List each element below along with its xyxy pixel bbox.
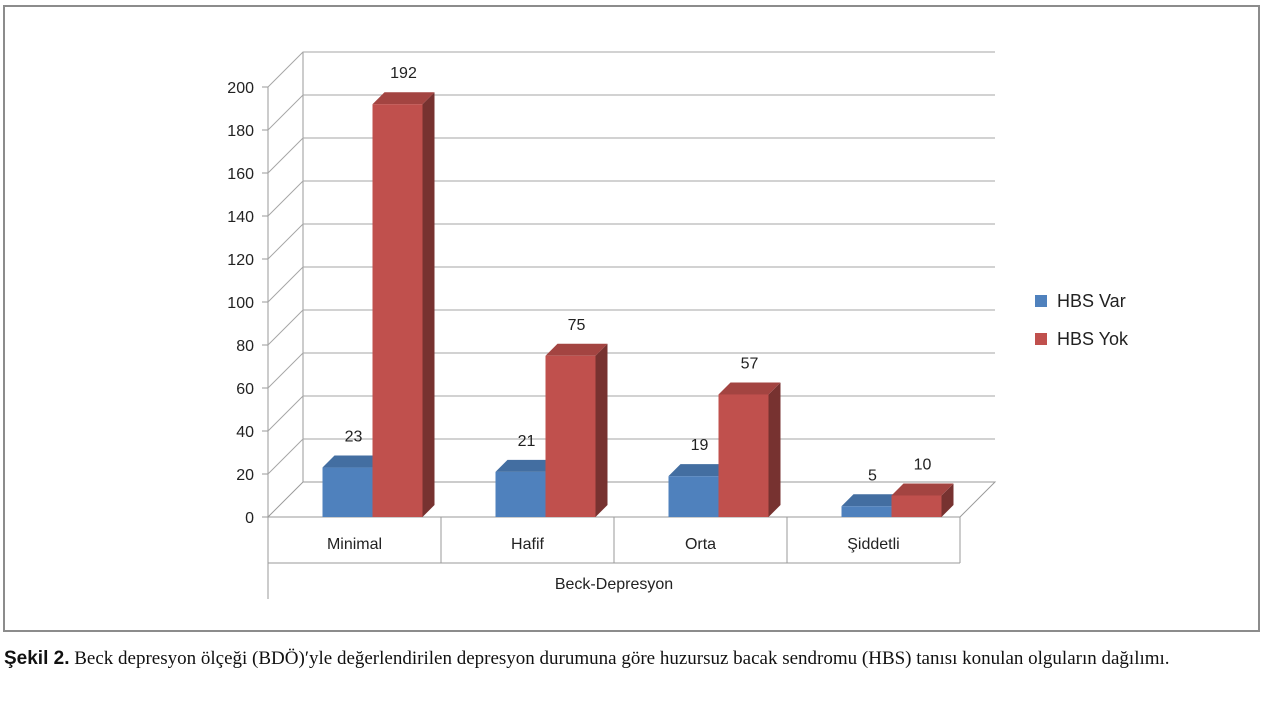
y-tick-label: 120 [227, 252, 254, 269]
y-tick-label: 0 [245, 510, 254, 527]
y-tick-label: 40 [236, 424, 254, 441]
gridline [267, 266, 995, 303]
legend-label: HBS Var [1057, 291, 1126, 311]
bar-front [322, 467, 373, 517]
data-label: 10 [914, 457, 932, 474]
bar-front [668, 476, 719, 517]
y-tick-label: 160 [227, 166, 254, 183]
chart-frame: 0 20 40 60 80 100 120 140 160 180 200 23 192 21 75 19 5… [3, 5, 1260, 632]
bar-top [372, 92, 435, 105]
data-label: 23 [345, 429, 363, 446]
data-label: 19 [691, 437, 709, 454]
bars [322, 92, 954, 517]
gridline [267, 352, 995, 389]
y-tick-label: 20 [236, 467, 254, 484]
bar-front [372, 104, 423, 517]
bar-front [545, 355, 596, 517]
bar [891, 483, 954, 517]
bar [545, 343, 608, 517]
legend-label: HBS Yok [1057, 329, 1129, 349]
category-label: Şiddetli [847, 536, 899, 553]
x-axis-title: Beck-Depresyon [555, 576, 673, 593]
legend-swatch [1035, 295, 1047, 307]
legend-item: HBS Var [1035, 291, 1126, 311]
bar-side [768, 382, 781, 517]
category-axis: Minimal Hafif Orta Şiddetli [267, 517, 961, 599]
gridline [267, 309, 995, 346]
data-label: 192 [390, 65, 417, 82]
bar-side [941, 483, 954, 517]
caption-text: Beck depresyon ölçeği (BDÖ)ʹyle değerlen… [69, 648, 1170, 669]
gridline [267, 223, 995, 260]
gridlines [267, 51, 995, 475]
bar-front [495, 471, 546, 517]
category-label: Minimal [327, 536, 382, 553]
bar-top [545, 343, 608, 356]
bar-side [422, 92, 435, 517]
y-tick-label: 100 [227, 295, 254, 312]
figure-caption: Şekil 2. Beck depresyon ölçeği (BDÖ)ʹyle… [4, 646, 1262, 671]
y-tick-label: 60 [236, 381, 254, 398]
bar-front [718, 394, 769, 517]
y-tick-label: 200 [227, 80, 254, 97]
data-label: 57 [741, 355, 759, 372]
bar-top [668, 464, 731, 477]
bar-top [495, 459, 558, 472]
legend-item: HBS Yok [1035, 329, 1129, 349]
bar-top [891, 483, 954, 496]
y-axis-ticks: 0 20 40 60 80 100 120 140 160 180 200 [227, 80, 268, 527]
bar-side [595, 343, 608, 517]
category-label: Orta [685, 536, 716, 553]
y-tick-label: 140 [227, 209, 254, 226]
bar-top [718, 382, 781, 395]
bar-top [841, 494, 904, 507]
bar-top [322, 455, 385, 468]
legend-swatch [1035, 333, 1047, 345]
bar-chart: 0 20 40 60 80 100 120 140 160 180 200 23 192 21 75 19 5… [227, 51, 1129, 599]
legend: HBS Var HBS Yok [1035, 291, 1129, 349]
gridline [267, 180, 995, 217]
bar [372, 92, 435, 517]
data-label: 21 [518, 433, 536, 450]
category-label: Hafif [511, 536, 544, 553]
gridline [267, 94, 995, 131]
data-labels: 23 192 21 75 19 57 5 10 [345, 65, 932, 484]
bar-front [891, 495, 942, 517]
gridline [267, 51, 995, 88]
bar [718, 382, 781, 517]
gridline [267, 137, 995, 174]
y-tick-label: 80 [236, 338, 254, 355]
y-tick-label: 180 [227, 123, 254, 140]
bar-front [841, 506, 892, 517]
caption-label: Şekil 2. [4, 648, 70, 669]
data-label: 75 [568, 317, 586, 334]
data-label: 5 [868, 467, 877, 484]
